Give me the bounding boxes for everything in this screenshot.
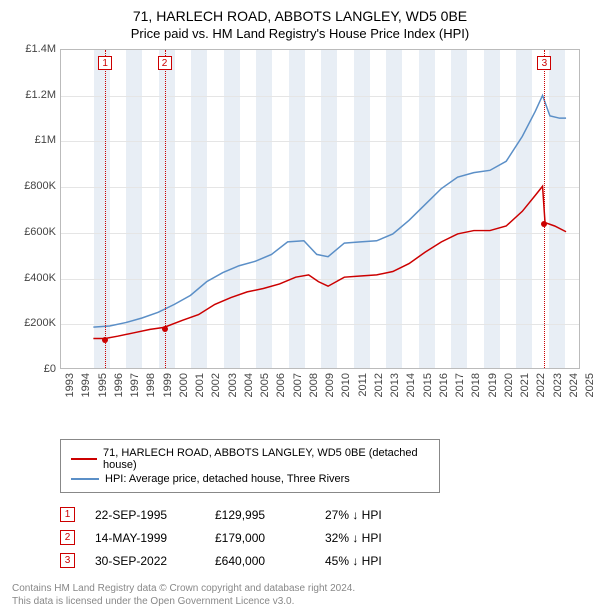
event-price: £640,000	[215, 554, 305, 568]
legend-label: 71, HARLECH ROAD, ABBOTS LANGLEY, WD5 0B…	[103, 447, 429, 471]
legend-swatch	[71, 458, 97, 460]
event-number-box: 1	[60, 507, 75, 522]
legend-swatch	[71, 478, 99, 480]
legend-label: HPI: Average price, detached house, Thre…	[105, 473, 350, 485]
footnote-line-2: This data is licensed under the Open Gov…	[12, 595, 588, 608]
event-marker-line	[165, 50, 166, 368]
x-tick-label: 2008	[308, 373, 320, 397]
event-row: 1 22-SEP-1995 £129,995 27% ↓ HPI	[60, 503, 588, 526]
y-axis: £0£200K£400K£600K£800K£1M£1.2M£1.4M	[12, 49, 60, 369]
event-marker-box: 1	[98, 56, 112, 70]
legend: 71, HARLECH ROAD, ABBOTS LANGLEY, WD5 0B…	[60, 439, 440, 493]
plot-area: 1 2 3	[60, 49, 580, 369]
x-tick-label: 2018	[470, 373, 482, 397]
x-tick-label: 1996	[113, 373, 125, 397]
x-tick-label: 1997	[129, 373, 141, 397]
chart-subtitle: Price paid vs. HM Land Registry's House …	[12, 26, 588, 41]
x-tick-label: 2025	[584, 373, 596, 397]
event-table: 1 22-SEP-1995 £129,995 27% ↓ HPI 2 14-MAY-199…	[60, 503, 588, 572]
y-tick-label: £600K	[24, 226, 56, 238]
x-tick-label: 1994	[80, 373, 92, 397]
x-tick-label: 2003	[227, 373, 239, 397]
x-tick-label: 2024	[568, 373, 580, 397]
x-tick-label: 2005	[259, 373, 271, 397]
y-tick-label: £0	[44, 363, 56, 375]
x-tick-label: 2022	[535, 373, 547, 397]
x-tick-label: 2009	[324, 373, 336, 397]
legend-item: HPI: Average price, detached house, Thre…	[71, 472, 429, 486]
event-date: 14-MAY-1999	[95, 531, 195, 545]
y-tick-label: £400K	[24, 272, 56, 284]
event-date: 22-SEP-1995	[95, 508, 195, 522]
x-tick-label: 2013	[389, 373, 401, 397]
event-date: 30-SEP-2022	[95, 554, 195, 568]
event-price: £129,995	[215, 508, 305, 522]
y-tick-label: £1.2M	[25, 89, 56, 101]
x-tick-label: 2015	[422, 373, 434, 397]
y-tick-label: £1.4M	[25, 43, 56, 55]
event-number-box: 2	[60, 530, 75, 545]
y-tick-label: £1M	[35, 134, 56, 146]
data-point-dot	[102, 337, 108, 343]
x-tick-label: 2023	[552, 373, 564, 397]
x-tick-label: 2002	[210, 373, 222, 397]
event-row: 2 14-MAY-1999 £179,000 32% ↓ HPI	[60, 526, 588, 549]
x-tick-label: 2004	[243, 373, 255, 397]
x-tick-label: 2021	[519, 373, 531, 397]
x-tick-label: 1998	[145, 373, 157, 397]
event-price: £179,000	[215, 531, 305, 545]
event-number-box: 3	[60, 553, 75, 568]
event-marker-box: 3	[537, 56, 551, 70]
data-point-dot	[541, 221, 547, 227]
x-tick-label: 2016	[438, 373, 450, 397]
chart-title: 71, HARLECH ROAD, ABBOTS LANGLEY, WD5 0B…	[12, 8, 588, 24]
chart-container: 71, HARLECH ROAD, ABBOTS LANGLEY, WD5 0B…	[0, 0, 600, 590]
footnote: Contains HM Land Registry data © Crown c…	[12, 582, 588, 608]
event-row: 3 30-SEP-2022 £640,000 45% ↓ HPI	[60, 549, 588, 572]
x-tick-label: 1995	[97, 373, 109, 397]
x-tick-label: 2020	[503, 373, 515, 397]
event-marker-line	[544, 50, 545, 368]
x-tick-label: 2001	[194, 373, 206, 397]
x-tick-label: 2006	[275, 373, 287, 397]
line-series	[61, 50, 579, 368]
x-tick-label: 2014	[405, 373, 417, 397]
footnote-line-1: Contains HM Land Registry data © Crown c…	[12, 582, 588, 595]
event-diff: 27% ↓ HPI	[325, 508, 415, 522]
y-tick-label: £800K	[24, 180, 56, 192]
x-tick-label: 1999	[162, 373, 174, 397]
x-tick-label: 2010	[340, 373, 352, 397]
x-tick-label: 2000	[178, 373, 190, 397]
x-tick-label: 2012	[373, 373, 385, 397]
event-marker-box: 2	[158, 56, 172, 70]
event-marker-line	[105, 50, 106, 368]
x-axis: 1993 1994 1995 1996 1997 1998 1999 2000 2001 2002…	[60, 369, 580, 399]
x-tick-label: 2019	[487, 373, 499, 397]
event-diff: 45% ↓ HPI	[325, 554, 415, 568]
x-tick-label: 2011	[357, 373, 369, 397]
y-tick-label: £200K	[24, 317, 56, 329]
x-tick-label: 2017	[454, 373, 466, 397]
legend-item: 71, HARLECH ROAD, ABBOTS LANGLEY, WD5 0B…	[71, 446, 429, 472]
chart-area: £0£200K£400K£600K£800K£1M£1.2M£1.4M 123 …	[12, 49, 588, 399]
data-point-dot	[162, 326, 168, 332]
x-tick-label: 2007	[292, 373, 304, 397]
x-tick-label: 1993	[64, 373, 76, 397]
event-diff: 32% ↓ HPI	[325, 531, 415, 545]
